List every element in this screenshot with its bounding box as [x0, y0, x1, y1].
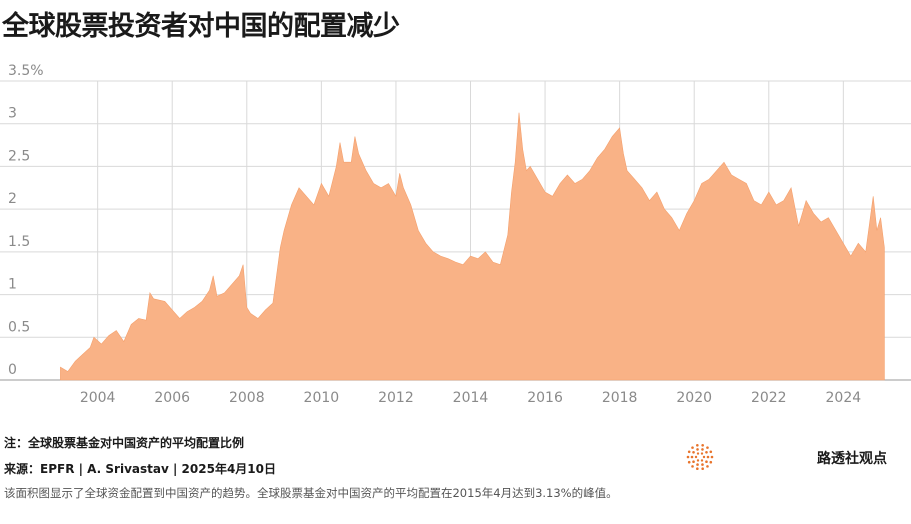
area-chart: 00.511.522.533.5% 2004 2006 2008 2010 2012 20…: [0, 63, 911, 406]
logo-dot: [706, 465, 709, 468]
x-axis-labels: 2004 2006 2008 2010 2012 2014 2016 2018 2020 2022…: [80, 390, 861, 406]
x-tick-label: 2016: [527, 390, 563, 406]
chart-title: 全球股票投资者对中国的配置减少: [2, 11, 400, 42]
logo-dot: [692, 460, 695, 464]
chart-source: 来源：EPFR | A. Srivastav | 2025年4月10日: [4, 462, 276, 476]
logo-dot: [694, 455, 698, 459]
y-tick-label: 3.5%: [8, 63, 44, 79]
logo-dot: [687, 450, 691, 454]
logo-dot: [700, 452, 704, 455]
logo-dot: [696, 459, 700, 462]
x-tick-label: 2014: [453, 390, 489, 406]
logo-dot: [700, 459, 704, 462]
x-tick-label: 2012: [378, 390, 414, 406]
allocation-area: [60, 112, 885, 381]
logo-dot: [696, 448, 699, 451]
logo-dot: [687, 460, 691, 464]
y-tick-label: 1.5: [8, 234, 30, 250]
reuters-dot-logo-icon: [686, 444, 714, 470]
x-tick-label: 2022: [751, 390, 787, 406]
x-tick-label: 2018: [602, 390, 638, 406]
logo-dot: [705, 460, 708, 464]
logo-dot: [702, 455, 706, 459]
logo-dot: [696, 467, 699, 470]
logo-dot: [686, 455, 690, 459]
y-axis-labels: 0 0.5 1 1.5 2 2.5 3 3.5%: [8, 63, 44, 378]
x-tick-label: 2024: [826, 390, 862, 406]
brand: 路透社观点: [686, 443, 901, 471]
logo-dot: [691, 465, 694, 468]
logo-dot: [690, 455, 694, 459]
logo-dot: [701, 467, 704, 470]
logo-dot: [706, 446, 709, 449]
logo-dot: [705, 450, 708, 454]
y-tick-label: 2: [8, 191, 17, 207]
logo-dot: [710, 455, 714, 459]
y-tick-label: 0: [8, 362, 17, 378]
logo-dot: [701, 444, 704, 447]
y-tick-label: 0.5: [8, 319, 30, 335]
y-tick-label: 1: [8, 277, 17, 293]
logo-dot: [696, 463, 699, 466]
logo-dot: [696, 444, 699, 447]
logo-dot: [701, 463, 704, 466]
brand-name: 路透社观点: [817, 451, 887, 467]
logo-dot: [692, 450, 695, 454]
chart-description: 该面积图显示了全球资金配置到中国资产的趋势。全球股票基金对中国资产的平均配置在2…: [4, 486, 618, 500]
logo-dot: [691, 446, 694, 449]
logo-dot: [709, 450, 713, 454]
logo-dot: [701, 448, 704, 451]
x-tick-label: 2006: [154, 390, 190, 406]
y-tick-label: 3: [8, 106, 17, 122]
x-tick-label: 2010: [304, 390, 340, 406]
logo-dot: [709, 460, 713, 464]
x-tick-label: 2008: [229, 390, 265, 406]
x-tick-label: 2020: [676, 390, 712, 406]
y-tick-label: 2.5: [8, 148, 30, 164]
x-tick-label: 2004: [80, 390, 116, 406]
logo-dot: [706, 455, 710, 459]
chart-note: 注：全球股票基金对中国资产的平均配置比例: [4, 436, 245, 450]
logo-dot: [696, 452, 700, 455]
